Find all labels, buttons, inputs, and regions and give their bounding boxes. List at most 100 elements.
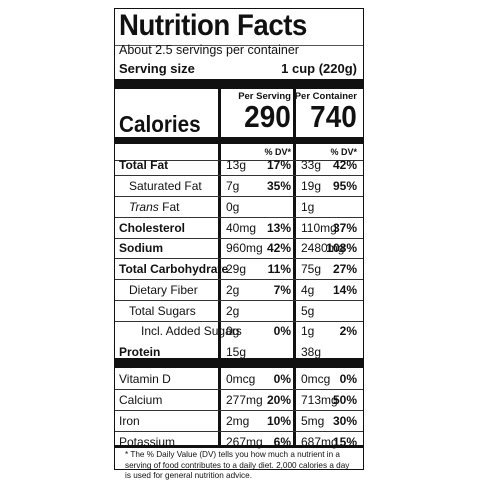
nutrient-label-italic: Trans — [129, 200, 159, 214]
dv-per-serving: 0% — [273, 372, 291, 386]
amount-per-serving: 40mg — [226, 221, 257, 235]
row-rule — [115, 389, 363, 390]
thick-rule-bottom — [115, 445, 363, 448]
thick-rule-calories — [115, 137, 363, 144]
nutrient-row: Cholesterol 40mg 13% 110mg 37% — [115, 218, 363, 239]
nutrient-row: Calcium 277mg 20% 713mg 50% — [115, 390, 363, 411]
amount-per-serving: 0mcg — [226, 372, 256, 386]
nutrient-row: Vitamin D 0mcg 0% 0mcg 0% — [115, 369, 363, 390]
nutrient-row: Trans Fat 0g 1g — [115, 197, 363, 218]
row-rule — [115, 410, 363, 411]
nutrient-label: Saturated Fat — [129, 179, 202, 193]
dv-per-container: 37% — [332, 221, 357, 235]
nutrient-label: Total Fat — [119, 158, 169, 172]
dv-per-container: 108% — [326, 241, 357, 255]
column-separator — [218, 89, 221, 445]
calories-per-container: 740 — [310, 99, 357, 134]
amount-per-serving: 15g — [226, 345, 247, 359]
amount-per-serving: 7g — [226, 179, 240, 193]
nutrient-row: Potassium 267mg 6% 687mg 15% — [115, 432, 363, 452]
nutrient-label: Iron — [119, 414, 140, 428]
amount-per-container: 33g — [301, 158, 322, 172]
nutrient-label: Trans Fat — [129, 200, 179, 214]
nutrient-label-rest: Fat — [158, 200, 180, 214]
column-separator-2 — [293, 89, 296, 445]
row-rule — [115, 238, 363, 239]
nutrient-label: Protein — [119, 345, 161, 359]
amount-per-container: 2480mg — [301, 241, 345, 255]
dv-per-serving: 7% — [273, 283, 291, 297]
thick-rule-top — [115, 79, 363, 89]
nutrient-row: Iron 2mg 10% 5mg 30% — [115, 411, 363, 432]
amount-per-serving: 0g — [226, 200, 240, 214]
rule — [115, 160, 363, 161]
row-rule — [115, 258, 363, 259]
nutrient-label: Cholesterol — [119, 221, 186, 235]
dv-per-container: 2% — [339, 324, 357, 338]
amount-per-container: 713mg — [301, 393, 338, 407]
row-rule — [115, 196, 363, 197]
serving-size-label: Serving size — [119, 61, 195, 76]
nutrient-row: Incl. Added Sugars 0g 0% 1g 2% — [115, 321, 363, 341]
title-rule — [115, 45, 363, 46]
calories-label: Calories — [119, 111, 201, 137]
amount-per-container: 5g — [301, 304, 315, 318]
dv-per-container: 95% — [332, 179, 357, 193]
amount-per-container: 1g — [301, 200, 315, 214]
amount-per-container: 0mcg — [301, 372, 331, 386]
serving-size-value: 1 cup (220g) — [281, 61, 357, 76]
dv-per-container: 14% — [332, 283, 357, 297]
row-rule — [115, 279, 363, 280]
amount-per-serving: 960mg — [226, 241, 263, 255]
amount-per-container: 110mg — [301, 221, 337, 235]
amount-per-container: 4g — [301, 283, 315, 297]
dv-per-serving: 11% — [267, 262, 291, 276]
nutrient-label: Calcium — [119, 393, 163, 407]
dv-per-container: 42% — [332, 158, 357, 172]
nutrient-row: Sodium 960mg 42% 2480mg 108% — [115, 238, 363, 259]
nutrient-label: Total Carbohydrate — [119, 262, 229, 276]
row-rule — [115, 300, 363, 301]
nutrient-row: Total Carbohydrate 29g 11% 75g 27% — [115, 259, 363, 280]
nutrient-row: Protein 15g 38g — [115, 342, 363, 362]
dv-per-container: 30% — [332, 414, 357, 428]
nutrient-row: Total Fat 13g 17% 33g 42% — [115, 155, 363, 176]
servings-per-container: About 2.5 servings per container — [119, 43, 299, 57]
dv-per-serving: 35% — [266, 179, 291, 193]
nutrient-label: Incl. Added Sugars — [141, 324, 242, 338]
amount-per-container: 5mg — [301, 414, 325, 428]
amount-per-serving: 29g — [226, 262, 247, 276]
per-serving-header: Per Serving — [238, 91, 291, 102]
row-rule — [115, 431, 363, 432]
amount-per-container: 1g — [301, 324, 315, 338]
dv-header-container: % DV* — [330, 147, 357, 157]
nutrient-row: Total Sugars 2g 5g — [115, 301, 363, 322]
per-container-header: Per Container — [294, 91, 357, 102]
dv-per-serving: 42% — [266, 241, 291, 255]
nutrition-facts-label: Nutrition Facts About 2.5 servings per c… — [114, 8, 364, 480]
label-title: Nutrition Facts — [119, 9, 307, 42]
dv-per-serving: 10% — [266, 414, 291, 428]
nutrient-label: Total Sugars — [129, 304, 196, 318]
nutrient-row: Dietary Fiber 2g 7% 4g 14% — [115, 280, 363, 301]
dv-per-container: 0% — [339, 372, 357, 386]
amount-per-container: 19g — [301, 179, 322, 193]
amount-per-container: 38g — [301, 345, 322, 359]
dv-per-serving: 13% — [266, 221, 291, 235]
row-rule — [115, 175, 363, 176]
amount-per-serving: 277mg — [226, 393, 263, 407]
nutrient-label: Dietary Fiber — [129, 283, 198, 297]
dv-per-serving: 20% — [266, 393, 291, 407]
amount-per-serving: 2g — [226, 283, 240, 297]
thick-rule-protein — [115, 358, 363, 368]
amount-per-serving: 2mg — [226, 414, 250, 428]
dv-per-container: 50% — [332, 393, 357, 407]
calories-per-serving: 290 — [244, 99, 291, 134]
nutrient-row: Saturated Fat 7g 35% 19g 95% — [115, 176, 363, 197]
row-rule — [115, 217, 363, 218]
footnote: * The % Daily Value (DV) tells you how m… — [125, 450, 350, 480]
amount-per-container: 75g — [301, 262, 322, 276]
dv-header-serving: % DV* — [264, 147, 291, 157]
amount-per-serving: 2g — [226, 304, 240, 318]
amount-per-serving: 13g — [226, 158, 247, 172]
